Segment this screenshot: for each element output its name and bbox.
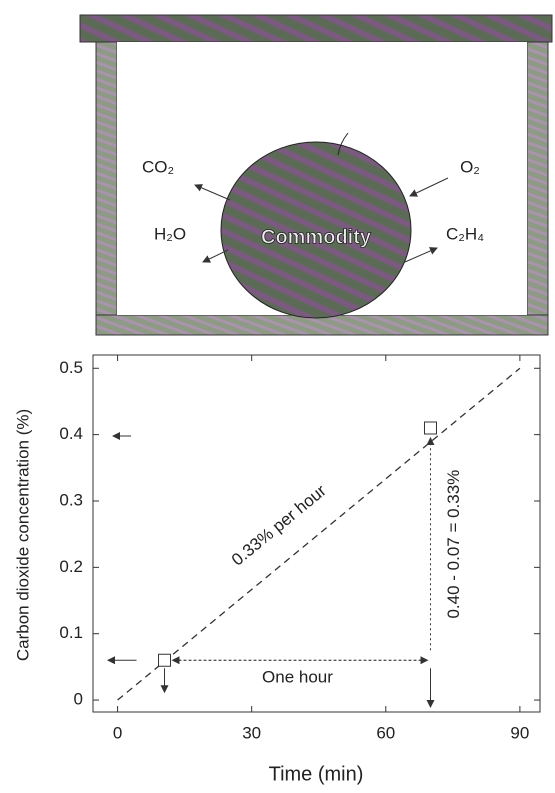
annotation: One hour bbox=[262, 668, 333, 687]
x-axis-label: Time (min) bbox=[269, 763, 364, 785]
container: Commodity CO₂ H₂O O₂ C₂H₄ bbox=[80, 15, 552, 335]
gas-label: C₂H₄ bbox=[446, 224, 484, 243]
gas-label: O₂ bbox=[460, 157, 480, 176]
annotation: 0.33% per hour bbox=[228, 481, 330, 570]
y-tick-label: 0.3 bbox=[59, 490, 83, 509]
y-tick-label: 0 bbox=[74, 690, 83, 709]
x-tick-label: 90 bbox=[510, 723, 529, 742]
x-tick-label: 30 bbox=[242, 723, 261, 742]
wall bbox=[527, 42, 548, 335]
y-tick-label: 0.5 bbox=[59, 358, 83, 377]
x-tick-label: 60 bbox=[376, 723, 395, 742]
y-tick-label: 0.4 bbox=[59, 424, 83, 443]
y-tick-label: 0.2 bbox=[59, 557, 83, 576]
x-tick-label: 0 bbox=[113, 723, 122, 742]
data-point bbox=[159, 654, 171, 666]
y-tick-label: 0.1 bbox=[59, 623, 83, 642]
lid bbox=[80, 15, 552, 42]
wall bbox=[96, 42, 117, 335]
gas-label: H₂O bbox=[154, 224, 186, 243]
y-axis-label: Carbon dioxide concentration (%) bbox=[13, 409, 32, 661]
gas-label: CO₂ bbox=[142, 157, 174, 176]
annotation: 0.40 - 0.07 = 0.33% bbox=[444, 470, 463, 619]
data-point bbox=[424, 422, 436, 434]
figure: Commodity CO₂ H₂O O₂ C₂H₄ Time (min) Car… bbox=[0, 0, 555, 788]
commodity-label: Commodity bbox=[261, 226, 372, 248]
